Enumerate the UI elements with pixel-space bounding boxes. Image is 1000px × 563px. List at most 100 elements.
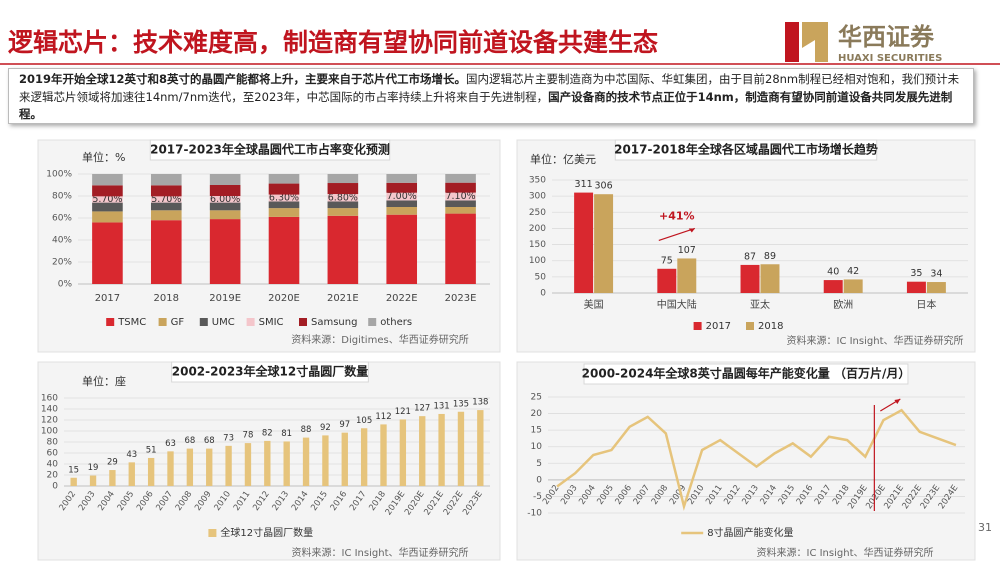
data-label: 112 xyxy=(375,412,391,422)
bar xyxy=(823,280,843,293)
bar xyxy=(341,432,348,486)
logo-mark xyxy=(785,22,799,62)
x-tick-label: 2019E xyxy=(209,293,241,304)
y-tick-label: 5 xyxy=(536,459,542,469)
bar-segment xyxy=(92,196,123,203)
bar xyxy=(926,282,946,293)
bar xyxy=(677,258,697,293)
bar-segment xyxy=(150,210,182,221)
bar-segment xyxy=(386,214,418,284)
bar-segment xyxy=(445,213,476,284)
data-label: 73 xyxy=(223,433,234,443)
bar-segment xyxy=(268,208,300,217)
source: 资料来源：IC Insight、华西证券研究所 xyxy=(787,334,964,347)
bar-segment xyxy=(209,219,241,284)
bar-segment xyxy=(92,185,123,197)
bar-segment xyxy=(445,200,476,207)
y-tick-label: 100 xyxy=(41,427,58,437)
source: 资料来源：IC Insight、华西证券研究所 xyxy=(757,546,934,559)
x-tick-label: 2022E xyxy=(386,293,418,304)
bar xyxy=(419,416,426,486)
source: 资料来源：IC Insight、华西证券研究所 xyxy=(292,546,469,559)
bar xyxy=(109,470,116,486)
y-tick-label: 40 xyxy=(47,460,59,470)
unit-label: 单位：亿美元 xyxy=(530,152,596,166)
y-tick-label: 250 xyxy=(529,208,546,218)
data-label: 5.70% xyxy=(92,194,122,205)
intro-text: 2019年开始全球12英寸和8英寸的晶圆产能都将上升，主要来自于芯片代工市场增长… xyxy=(19,72,467,86)
legend-swatch xyxy=(208,529,217,537)
legend-swatch xyxy=(693,322,702,330)
y-tick-label: 160 xyxy=(41,394,58,404)
data-label: 42 xyxy=(847,266,859,277)
legend-label: 全球12寸晶圆厂数量 xyxy=(220,526,313,539)
data-label: 97 xyxy=(339,420,350,430)
legend-swatch xyxy=(106,318,115,326)
logo-mark xyxy=(802,22,828,62)
chart-title: 2017-2023年全球晶圆代工市占率变化预测 xyxy=(150,142,390,157)
bar-segment xyxy=(150,174,182,186)
legend-swatch xyxy=(199,318,208,326)
bar xyxy=(657,268,677,293)
y-tick-label: 50 xyxy=(535,272,547,282)
bar-segment xyxy=(327,183,359,195)
bar-segment xyxy=(92,202,123,212)
bar-segment xyxy=(209,185,241,196)
legend-label: others xyxy=(380,317,412,328)
bar xyxy=(740,264,760,293)
data-label: 135 xyxy=(453,399,469,409)
x-tick-label: 2021E xyxy=(327,293,359,304)
unit-label: 单位：座 xyxy=(82,374,126,388)
bar-segment xyxy=(268,201,300,209)
bar xyxy=(399,419,407,486)
bar-segment xyxy=(386,182,418,193)
intro-text: 国产设备商的技术节点正位于14nm，制造商有望协同前道设备共同发展先进制程。 xyxy=(19,89,953,122)
y-tick-label: 80% xyxy=(52,192,72,202)
legend-label: 8寸晶圆产能变化量 xyxy=(707,526,793,539)
arrow-head xyxy=(688,228,695,233)
unit-label: 单位：% xyxy=(82,150,125,164)
bar xyxy=(206,448,213,486)
legend-label: GF xyxy=(171,317,185,328)
bar-segment xyxy=(327,215,359,284)
y-tick-label: 350 xyxy=(529,176,546,186)
bar-segment xyxy=(150,202,182,211)
bar-segment xyxy=(386,174,418,183)
slide-title: 逻辑芯片：技术难度高，制造商有望协同前道设备共建生态 xyxy=(8,28,658,57)
bar xyxy=(244,443,252,486)
y-tick-label: 140 xyxy=(41,405,58,415)
bar-segment xyxy=(209,202,241,211)
annotation-arrow xyxy=(658,227,695,242)
y-tick-label: 10 xyxy=(531,442,543,452)
data-label: 87 xyxy=(744,251,756,262)
legend-swatch xyxy=(746,322,754,330)
x-tick-label: 2018 xyxy=(154,293,179,304)
data-label: 43 xyxy=(126,450,137,460)
panel xyxy=(516,139,976,353)
y-tick-label: 200 xyxy=(529,224,546,234)
x-tick-label: 中国大陆 xyxy=(657,298,697,311)
bar xyxy=(380,424,387,486)
data-label: 15 xyxy=(68,465,79,475)
legend-label: UMC xyxy=(212,317,235,328)
data-label: 88 xyxy=(301,425,312,435)
y-tick-label: 0 xyxy=(52,482,58,492)
data-label: 105 xyxy=(356,416,372,426)
bar-segment xyxy=(445,182,476,193)
bar xyxy=(594,194,614,293)
title-box xyxy=(583,363,909,385)
bar-segment xyxy=(327,201,359,209)
data-label: 127 xyxy=(414,404,430,414)
bar xyxy=(167,451,174,486)
x-tick-label: 日本 xyxy=(916,298,936,311)
bar-segment xyxy=(327,174,359,184)
bar-segment xyxy=(209,210,241,220)
bar-segment xyxy=(268,183,300,195)
y-tick-label: -10 xyxy=(527,509,542,519)
bar-segment xyxy=(386,192,418,201)
bar xyxy=(147,457,155,486)
x-tick-label: 2017 xyxy=(95,293,120,304)
panel xyxy=(516,361,976,561)
bar-segment xyxy=(445,207,476,214)
